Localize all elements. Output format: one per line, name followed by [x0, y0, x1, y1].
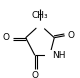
Text: O: O	[3, 33, 10, 42]
Text: NH: NH	[52, 51, 66, 60]
Text: CH₃: CH₃	[32, 11, 48, 20]
Text: O: O	[31, 71, 38, 78]
Text: O: O	[67, 31, 74, 40]
